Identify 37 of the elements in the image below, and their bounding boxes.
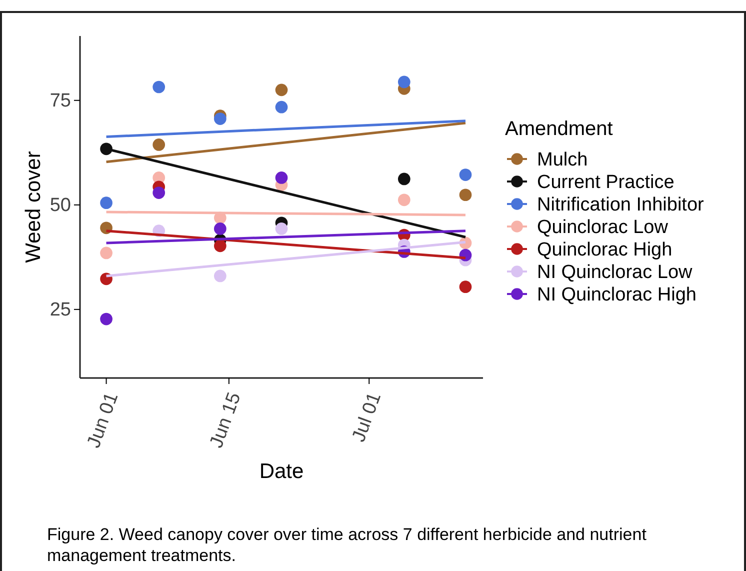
y-tick-label: 75 bbox=[50, 90, 71, 112]
legend-label: NI Quinclorac Low bbox=[537, 262, 693, 284]
legend-label: Quinclorac High bbox=[537, 240, 672, 261]
y-axis-title: Weed cover bbox=[22, 151, 45, 263]
point bbox=[100, 196, 112, 209]
point bbox=[459, 280, 472, 294]
caption: Figure 2. Weed canopy cover over time across 7 different herbicide and nutrient management treatments. bbox=[47, 525, 647, 565]
point bbox=[214, 240, 226, 252]
point bbox=[398, 172, 410, 186]
x-tick-label: Jun 01 bbox=[83, 390, 123, 451]
point bbox=[398, 76, 410, 88]
point bbox=[100, 246, 112, 260]
point bbox=[459, 188, 472, 202]
legend-title: Amendment bbox=[505, 118, 614, 140]
x-tick-label: Jun 15 bbox=[206, 390, 246, 451]
point bbox=[100, 312, 112, 326]
legend-label: NI Quinclorac High bbox=[537, 284, 696, 306]
point bbox=[152, 138, 166, 151]
point bbox=[152, 80, 166, 94]
point bbox=[214, 270, 226, 282]
x-tick-label: Jul 01 bbox=[348, 390, 386, 445]
point bbox=[459, 168, 472, 181]
point bbox=[275, 100, 288, 114]
point bbox=[275, 84, 288, 96]
y-tick-label: 50 bbox=[50, 194, 71, 216]
legend-label: Quinclorac Low bbox=[537, 217, 668, 238]
legend-label: Nitrification Inhibitor bbox=[537, 194, 705, 216]
point bbox=[275, 172, 288, 184]
point bbox=[398, 194, 410, 206]
x-axis-title: Date bbox=[259, 460, 304, 483]
point bbox=[152, 186, 166, 199]
y-tick-label: 25 bbox=[50, 300, 71, 321]
legend-label: Mulch bbox=[537, 150, 588, 171]
point bbox=[214, 112, 226, 125]
point bbox=[275, 222, 288, 235]
point bbox=[214, 222, 226, 235]
legend-label: Current Practice bbox=[537, 172, 674, 194]
